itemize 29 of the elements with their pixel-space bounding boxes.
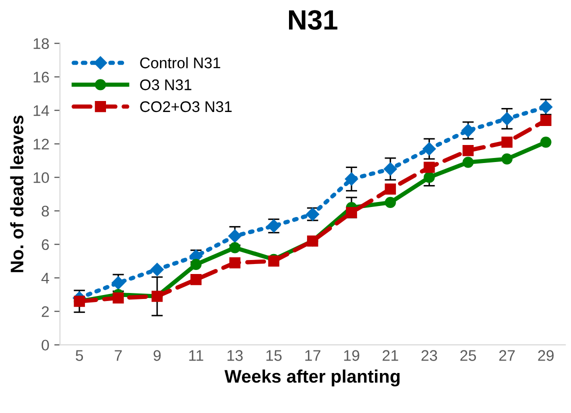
y-tick-label: 8: [42, 206, 49, 217]
x-tick-label: 5: [76, 350, 83, 361]
y-axis-title: No. of dead leaves: [10, 116, 24, 272]
x-tick-label: 11: [189, 350, 204, 361]
x-tick-label: 27: [499, 350, 515, 361]
y-tick-label: 10: [34, 172, 49, 184]
x-tick-label: 19: [344, 350, 360, 361]
x-tick-label: 15: [266, 350, 282, 361]
x-tick-label: 29: [538, 350, 554, 361]
x-tick-label: 9: [154, 350, 161, 361]
x-tick-label: 25: [460, 350, 476, 361]
x-tick-label: 7: [114, 350, 122, 361]
legend-label: O3 N31: [140, 79, 192, 90]
x-tick-label: 21: [382, 350, 398, 361]
x-tick-label: 17: [305, 350, 320, 361]
x-tick-label: 13: [228, 350, 243, 361]
legend-label: CO2+O3 N31: [140, 101, 232, 112]
y-tick-label: 18: [34, 38, 49, 50]
x-tick-label: 23: [422, 350, 438, 361]
chart-title: N31: [289, 10, 338, 30]
y-tick-label: 4: [41, 272, 50, 284]
y-tick-label: 12: [34, 138, 49, 150]
y-tick-label: 0: [42, 340, 49, 351]
y-tick-label: 14: [34, 105, 50, 116]
legend-label: Control N31: [140, 57, 220, 68]
x-axis-title: Weeks after planting: [224, 370, 400, 386]
y-tick-label: 16: [34, 72, 49, 83]
y-tick-label: 2: [42, 306, 49, 317]
y-tick-label: 6: [42, 239, 49, 250]
